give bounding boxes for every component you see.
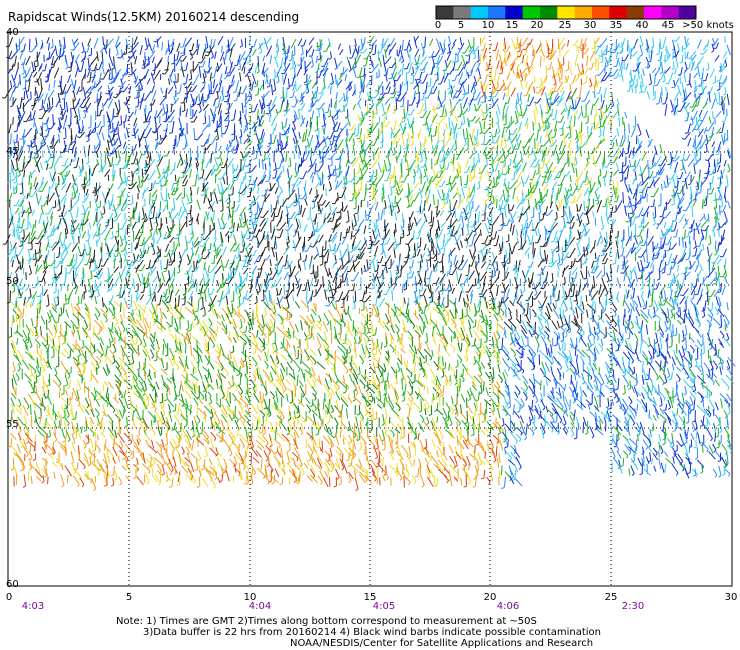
legend-label: 20 [530,20,544,31]
lon-label-10: 10 [243,592,257,603]
legend-label: 5 [457,20,465,31]
legend-swatch [436,6,454,19]
lat-label-60: 60 [6,579,19,590]
wind-barb-field [2,35,736,492]
legend-swatch [644,6,662,19]
time-label-2: 4:04 [248,601,272,612]
legend-label: 15 [505,20,519,31]
legend-swatch [557,6,576,19]
legend-swatch [661,6,680,19]
legend-label: 35 [609,20,623,31]
lon-label-0: 0 [5,592,13,603]
time-label-4: 4:06 [496,601,520,612]
lat-label-55: 55 [6,419,19,430]
legend-swatch [626,6,645,19]
footnote-line-2: 3)Data buffer is 22 hrs from 20160214 4)… [143,627,601,638]
legend-swatch [453,6,472,19]
footnote-line-3: NOAA/NESDIS/Center for Satellite Applica… [290,638,594,649]
lon-label-20: 20 [483,592,497,603]
legend-swatch [488,6,506,19]
legend-swatch [470,6,489,19]
time-label-3: 4:05 [372,601,396,612]
legend-label: 30 [583,20,597,31]
legend-frame [435,5,697,20]
lon-label-5: 5 [125,592,133,603]
legend-label: >50 knots [682,20,734,31]
footnote-line-1: Note: 1) Times are GMT 2)Times along bot… [116,616,537,627]
lon-label-25: 25 [604,592,618,603]
legend-label: 45 [661,20,675,31]
wind-speed-legend-bar [435,5,697,20]
map-title: Rapidscat Winds(12.5KM) 20160214 descend… [8,10,300,24]
lat-label-40: 40 [6,27,19,38]
legend-swatch [592,6,610,19]
legend-swatch [574,6,593,19]
legend-swatch [609,6,628,19]
time-label-5: 2:30 [621,601,645,612]
legend-swatch [522,6,541,19]
legend-swatch [678,6,697,19]
legend-label: 0 [434,20,442,31]
legend-swatch [505,6,524,19]
lon-label-30: 30 [724,592,738,603]
legend-label: 10 [481,20,495,31]
legend-label: 40 [635,20,649,31]
legend-label: 25 [558,20,572,31]
lat-label-50: 50 [6,276,19,287]
time-label-1: 4:03 [21,601,45,612]
lon-label-15: 15 [363,592,377,603]
lat-lon-grid [8,32,732,586]
legend-swatch [540,6,558,19]
lat-label-45: 45 [6,146,19,157]
